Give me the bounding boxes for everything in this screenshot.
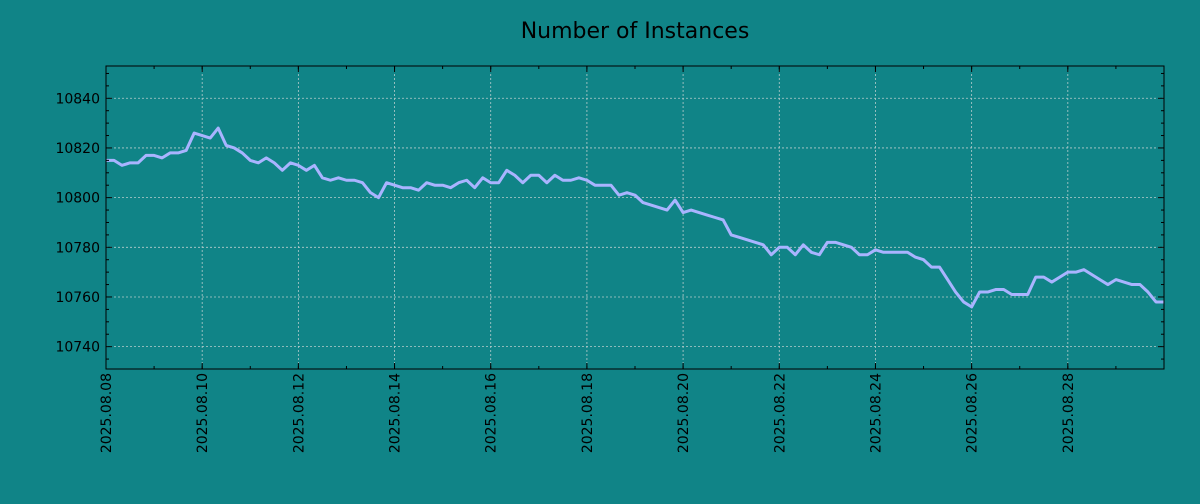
x-tick-label: 2025.08.18	[580, 373, 596, 453]
x-tick-label: 2025.08.22	[772, 373, 788, 453]
plot-frame	[105, 65, 1165, 370]
y-tick-label: 10820	[55, 141, 100, 157]
x-tick-label: 2025.08.14	[388, 373, 404, 453]
tick-labels: 2025.08.08 2025.08.10 2025.08.12 2025.08.14…	[55, 91, 1076, 453]
x-tick-label: 2025.08.08	[99, 373, 115, 453]
chart-title: Number of Instances	[521, 19, 750, 44]
y-tick-label: 10740	[55, 340, 100, 356]
y-tick-label: 10840	[55, 91, 100, 107]
x-tick-label: 2025.08.12	[291, 373, 307, 453]
series-line	[106, 126, 1164, 309]
y-tick-label: 10760	[55, 290, 100, 306]
x-tick-label: 2025.08.26	[965, 373, 981, 453]
x-tick-label: 2025.08.24	[868, 373, 884, 453]
x-tick-label: 2025.08.20	[676, 373, 692, 453]
axis-ticks	[105, 66, 1165, 369]
x-tick-label: 2025.08.28	[1061, 373, 1077, 453]
x-tick-label: 2025.08.16	[484, 373, 500, 453]
grid-lines	[105, 66, 1164, 369]
y-tick-label: 10780	[55, 240, 100, 256]
y-tick-label: 10800	[55, 191, 100, 207]
data-series	[106, 126, 1164, 309]
x-tick-label: 2025.08.10	[195, 373, 211, 453]
